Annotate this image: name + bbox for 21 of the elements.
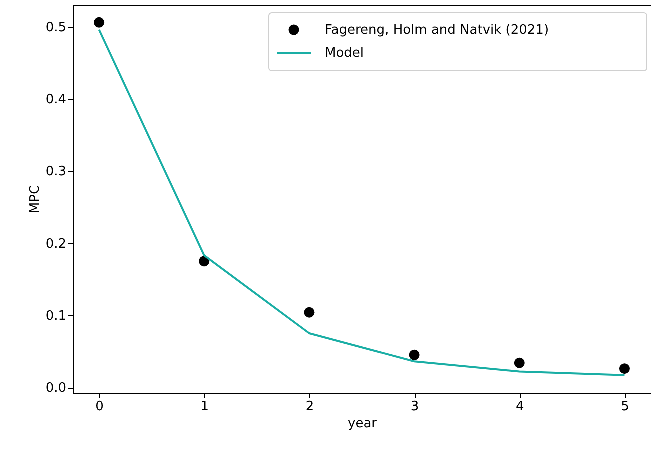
point <box>304 307 315 318</box>
y-tick-label: 0.4 <box>46 92 66 108</box>
y-tick-label: 0.5 <box>46 20 66 36</box>
x-tick-label: 2 <box>306 400 314 414</box>
y-tick-label: 0.1 <box>46 308 66 324</box>
x-tick-label: 5 <box>621 400 630 414</box>
x-tick-label: 1 <box>200 400 210 414</box>
legend-label: Model <box>325 46 364 61</box>
x-tick-label: 4 <box>516 400 524 414</box>
y-axis-title: MPC <box>28 185 43 214</box>
x-tick-label: 0 <box>96 400 104 414</box>
point <box>409 350 420 360</box>
y-tick-label: 0.2 <box>46 236 66 252</box>
point <box>514 358 525 368</box>
y-tick-label: 0.0 <box>46 381 66 396</box>
y-tick-label: 0.3 <box>46 164 66 180</box>
point <box>619 364 630 374</box>
x-axis-title: year <box>348 416 378 432</box>
point <box>94 17 105 28</box>
x-tick-label: 3 <box>410 400 420 414</box>
legend-label: Fagereng, Holm and Natvik (2021) <box>325 23 550 38</box>
